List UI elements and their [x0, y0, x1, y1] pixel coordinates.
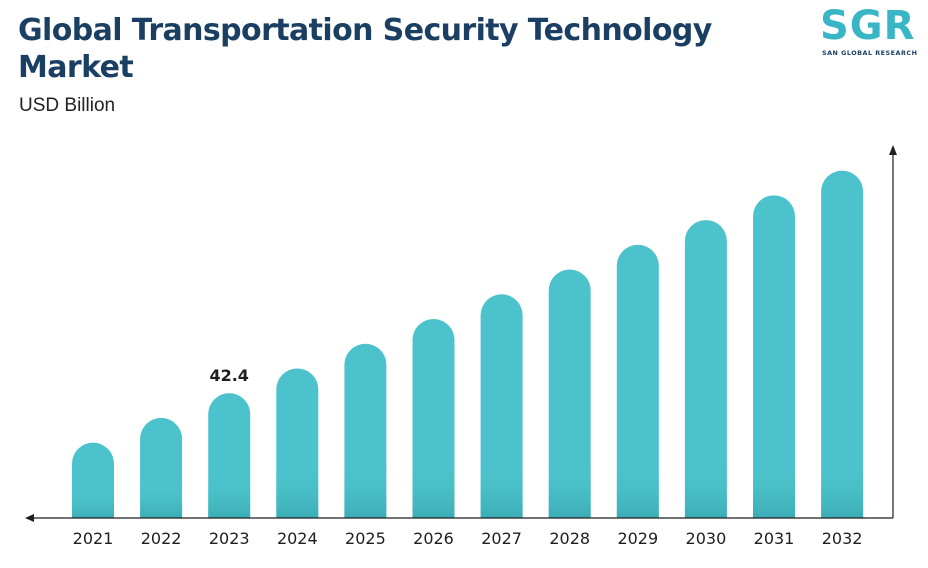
- logo-letters: SGR: [820, 3, 916, 49]
- y-axis-arrow: [889, 145, 897, 155]
- bar-shade-2027: [480, 463, 523, 518]
- x-tick-label: 2022: [141, 529, 182, 548]
- bar-2031: [753, 195, 795, 519]
- bar-shade-2024: [276, 465, 319, 518]
- data-labels: 42.4: [209, 366, 248, 385]
- bar-shade-2023: [208, 474, 251, 518]
- unit-label: USD Billion: [19, 95, 116, 116]
- x-tick-label: 2030: [686, 529, 727, 548]
- x-tick-label: 2031: [754, 529, 795, 548]
- x-tick-labels: 2021 2022 2023 2024 2025 2026 2027 2028 2029 2030…: [73, 529, 863, 548]
- bar-shade-2021: [72, 491, 114, 518]
- logo-subtitle: SAN GLOBAL RESEARCH: [822, 49, 918, 57]
- chart-title: Global Transportation Security Technolog…: [18, 13, 712, 85]
- bar-shade-2025: [344, 463, 387, 518]
- x-tick-label: 2023: [209, 529, 250, 548]
- bar-shade-2031: [753, 463, 795, 518]
- x-axis-arrow: [25, 514, 34, 522]
- sgr-logo: SGR SAN GLOBAL RESEARCH: [812, 4, 924, 60]
- x-tick-label: 2021: [73, 529, 114, 548]
- bar-shade-2026: [412, 463, 455, 518]
- bars-group: [72, 170, 864, 519]
- x-tick-label: 2029: [617, 529, 658, 548]
- bar-2030: [684, 220, 727, 519]
- bar-shade-2022: [140, 482, 183, 518]
- bar-shade-2028: [548, 463, 591, 518]
- bar-shade-2032: [821, 463, 864, 518]
- x-tick-label: 2028: [549, 529, 590, 548]
- bar-shade-2030: [684, 463, 727, 518]
- bar-2028: [548, 269, 591, 518]
- x-tick-label: 2026: [413, 529, 454, 548]
- x-tick-label: 2024: [277, 529, 318, 548]
- bar-2027: [480, 294, 523, 518]
- x-tick-label: 2025: [345, 529, 386, 548]
- data-label-2023: 42.4: [209, 366, 248, 385]
- bar-2032: [821, 170, 864, 518]
- bar-2029: [616, 244, 659, 518]
- axes-group: [25, 145, 897, 522]
- bar-shade-2029: [616, 463, 659, 518]
- x-tick-label: 2027: [481, 529, 522, 548]
- x-tick-label: 2032: [822, 529, 863, 548]
